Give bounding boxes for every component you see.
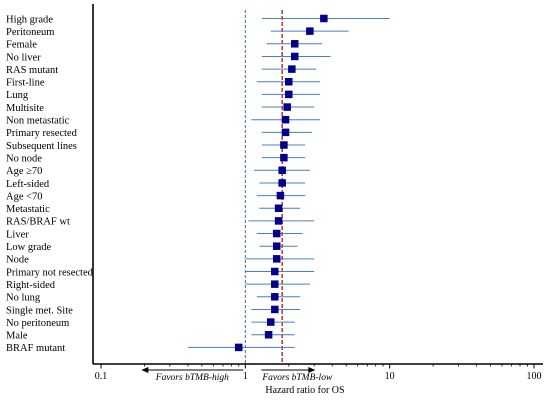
hr-point	[271, 305, 279, 314]
hr-point	[283, 103, 291, 111]
category-label: Female	[6, 40, 37, 51]
category-label: Multisite	[6, 103, 44, 114]
hr-point	[281, 128, 290, 137]
category-label: Male	[6, 331, 28, 342]
category-label: No lung	[6, 293, 41, 304]
hr-point	[281, 115, 290, 124]
hr-point	[274, 204, 283, 212]
category-label: Left-sided	[6, 179, 50, 190]
x-axis: 0.1 1 10 100	[92, 4, 543, 382]
category-label: Primary not resected	[6, 267, 94, 278]
category-label: Age ≥70	[6, 166, 42, 177]
category-label: No node	[6, 153, 42, 164]
hr-point	[234, 343, 243, 352]
hr-point	[280, 141, 288, 149]
favors-right-label: Favors bTMB-low	[261, 373, 333, 383]
hr-point	[278, 179, 286, 187]
category-label: Right-sided	[6, 280, 56, 291]
category-label: Metastatic	[6, 204, 50, 215]
category-label: Peritoneum	[6, 27, 54, 38]
hr-point	[276, 191, 285, 200]
x-tick-label: 1	[243, 371, 248, 382]
category-label: No peritoneum	[6, 318, 69, 329]
category-label: BRAF mutant	[6, 343, 65, 354]
x-tick-label: 100	[527, 371, 542, 382]
hazard-ratio-points	[234, 14, 328, 352]
category-label: RAS/BRAF wt	[6, 217, 70, 228]
hr-point	[320, 14, 328, 23]
hr-point	[266, 318, 275, 326]
hr-point	[271, 280, 279, 288]
hr-point	[274, 217, 283, 225]
hr-point	[285, 78, 293, 86]
hr-point	[291, 52, 299, 61]
category-label: RAS mutant	[6, 65, 58, 76]
category-label: Lung	[6, 90, 29, 101]
category-label: Low grade	[6, 242, 52, 253]
hr-point	[271, 293, 279, 301]
hr-point	[272, 242, 281, 250]
category-label: Node	[6, 255, 29, 266]
hr-point	[288, 65, 296, 73]
arrowhead-right	[308, 367, 316, 373]
hr-point	[285, 90, 293, 99]
category-label: High grade	[6, 14, 53, 25]
x-tick-label: 0.1	[95, 371, 108, 382]
x-tick-label: 10	[385, 371, 395, 382]
hr-point	[278, 166, 286, 175]
category-label: Age <70	[6, 191, 43, 202]
favors-annotations: Favors bTMB-high Favors bTMB-low	[141, 367, 333, 383]
category-label: Subsequent lines	[6, 141, 77, 152]
category-label: Non metastatic	[6, 116, 70, 127]
category-label: Primary resected	[6, 128, 78, 139]
reference-lines	[244, 10, 283, 364]
category-label: Liver	[6, 229, 29, 240]
favors-left-label: Favors bTMB-high	[155, 373, 229, 383]
hr-point	[280, 153, 288, 162]
hr-point	[272, 255, 281, 263]
hr-point	[306, 27, 314, 35]
category-label: Single met. Site	[6, 305, 73, 316]
hr-point	[271, 267, 279, 276]
category-label: No liver	[6, 52, 41, 63]
hr-point	[272, 229, 281, 238]
hr-point	[264, 331, 273, 339]
category-label: First-line	[6, 78, 45, 89]
arrowhead-left	[141, 367, 149, 373]
hr-point	[291, 40, 299, 48]
x-axis-label: Hazard ratio for OS	[265, 385, 344, 396]
